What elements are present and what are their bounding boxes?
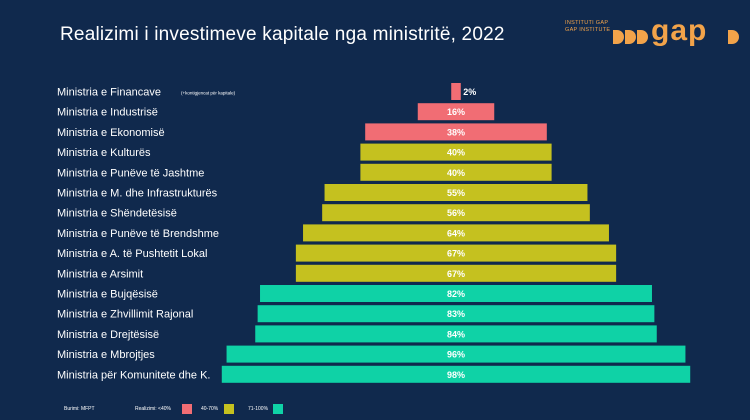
legend-label-mid: 40-70% (201, 406, 219, 412)
legend-swatch-low (182, 404, 192, 414)
value-label: 96% (447, 350, 465, 360)
value-label: 64% (447, 228, 465, 238)
legend-label-low: Realizimi: <40% (135, 406, 171, 412)
category-label: Ministria e Punëve të Brendshme (57, 228, 219, 240)
category-label: Ministria e Financave (57, 87, 161, 99)
bar (360, 163, 552, 181)
category-label: Ministria e Punëve të Jashtme (57, 167, 204, 179)
category-label: Ministria e Arsimit (57, 268, 143, 280)
bar (260, 285, 652, 302)
value-label: 56% (447, 208, 465, 218)
value-label: 55% (447, 188, 465, 198)
value-label: 16% (447, 107, 465, 117)
value-label: 98% (447, 370, 465, 380)
value-label: 38% (447, 127, 465, 137)
bar (255, 325, 657, 343)
gap-institute-logo: INSTITUTI GAP GAP INSTITUTE gap (565, 14, 745, 52)
bar (303, 224, 609, 242)
value-label: 40% (447, 148, 465, 158)
category-label: Ministria e Zhvillimit Rajonal (57, 309, 193, 321)
value-label: 83% (447, 309, 465, 319)
chart-title: Realizimi i investimeve kapitale nga min… (60, 24, 505, 45)
value-label: 84% (447, 329, 465, 339)
value-label: 82% (447, 289, 465, 299)
category-label: Ministria e A. të Pushtetit Lokal (57, 248, 207, 260)
chart-footer: Burimi: MFPT Realizimi: <40% 40-70% 71-1… (0, 403, 750, 417)
value-label: 67% (447, 249, 465, 259)
bar (451, 83, 461, 100)
logo-line-2: GAP INSTITUTE (565, 27, 611, 33)
bar (226, 345, 686, 363)
bar (295, 244, 617, 262)
category-label: Ministria e Drejtësisë (57, 329, 159, 341)
category-label: Ministria për Komunitete dhe K. (57, 369, 210, 381)
chart-area: Ministria e Financave (+kontigjencat për … (57, 83, 691, 383)
source-note: Burimi: MFPT (64, 406, 95, 412)
category-label: Ministria e Ekonomisë (57, 127, 165, 139)
bar (324, 184, 588, 201)
category-note: (+kontigjencat për kapitale) (181, 91, 236, 96)
logo-mark-shapes (613, 30, 739, 44)
logo-wordmark: gap (651, 14, 708, 47)
value-label: 40% (447, 168, 465, 178)
category-label: Ministria e M. dhe Infrastrukturës (57, 188, 218, 200)
category-label: Ministria e Mbrojtjes (57, 349, 155, 361)
category-label: Ministria e Kulturës (57, 147, 151, 159)
legend-swatch-high (273, 404, 283, 414)
logo-line-1: INSTITUTI GAP (565, 20, 609, 26)
bar (257, 305, 655, 323)
bar (365, 123, 547, 141)
legend-label-high: 71-100% (248, 406, 269, 412)
bar (322, 204, 590, 222)
legend-swatch-mid (224, 404, 234, 414)
bar (360, 143, 552, 161)
category-label: Ministria e Shëndetësisë (57, 208, 177, 220)
category-label: Ministria e Industrisë (57, 107, 158, 119)
bar (221, 365, 691, 383)
value-label: 67% (447, 269, 465, 279)
logo-text: INSTITUTI GAP GAP INSTITUTE (565, 20, 610, 34)
bar (295, 264, 617, 282)
value-label: 2% (463, 87, 476, 97)
bar (417, 103, 495, 121)
category-label: Ministria e Bujqësisë (57, 289, 158, 301)
